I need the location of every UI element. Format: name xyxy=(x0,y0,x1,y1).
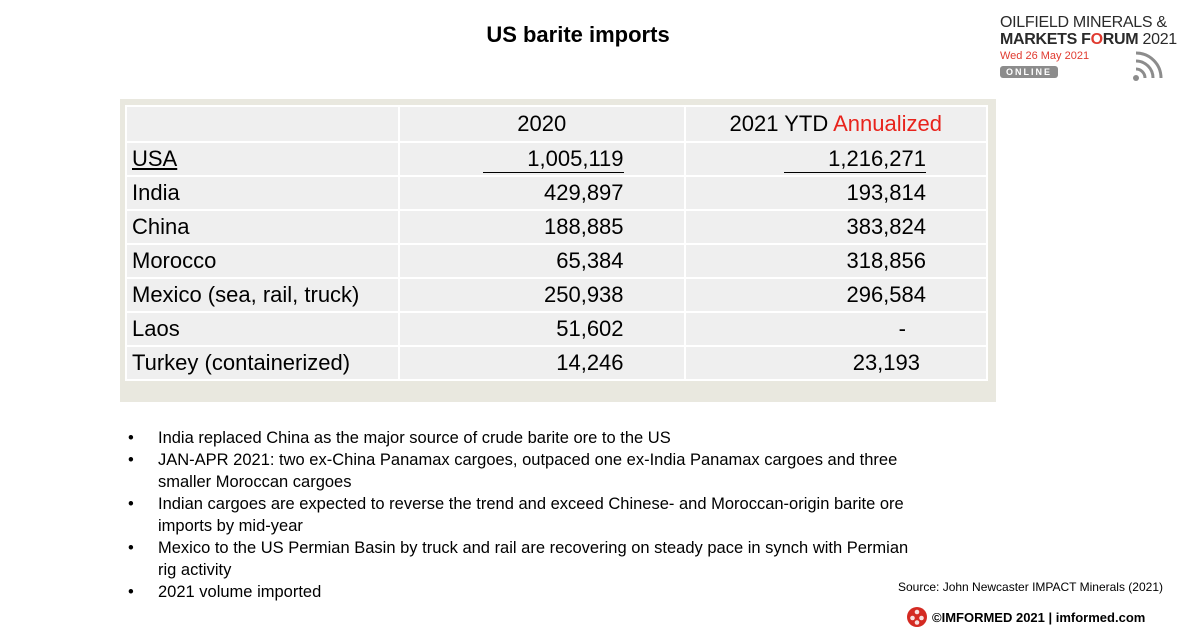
signal-icon xyxy=(1133,51,1163,81)
country-cell: Morocco xyxy=(125,243,400,279)
source-citation: Source: John Newcaster IMPACT Minerals (… xyxy=(898,580,1163,594)
value-2021-cell: 23,193 xyxy=(683,345,989,381)
imports-table-frame: 2020 2021 YTD Annualized USA 1,005,119 1… xyxy=(120,99,996,402)
value-2020-cell: 65,384 xyxy=(397,243,686,279)
list-item: • Indian cargoes are expected to reverse … xyxy=(128,495,904,535)
value-2021-cell: 193,814 xyxy=(683,175,989,211)
logo-line-2: MARKETS FORUM 2021 xyxy=(1000,31,1177,48)
table-row: India 429,897 193,814 xyxy=(125,175,989,211)
table-row: Morocco 65,384 318,856 xyxy=(125,243,989,279)
imformed-logo-icon xyxy=(907,607,927,627)
list-item: • India replaced China as the major sourc… xyxy=(128,429,671,447)
bullet-icon: • xyxy=(128,539,134,557)
forum-logo: OILFIELD MINERALS & MARKETS FORUM 2021 W… xyxy=(1000,14,1180,86)
footer: ©IMFORMED 2021 | imformed.com xyxy=(906,606,1145,628)
value-2020-cell: 250,938 xyxy=(397,277,686,313)
value-2020-cell: 1,005,119 xyxy=(397,141,686,177)
table-row: Laos 51,602 - xyxy=(125,311,989,347)
value-2020-cell: 51,602 xyxy=(397,311,686,347)
country-cell: Mexico (sea, rail, truck) xyxy=(125,277,400,313)
value-2021-cell: 383,824 xyxy=(683,209,989,245)
country-cell: China xyxy=(125,209,400,245)
header-cell-2020: 2020 xyxy=(397,105,686,143)
bullet-icon: • xyxy=(128,451,134,469)
value-2020-cell: 429,897 xyxy=(397,175,686,211)
annualized-label: Annualized xyxy=(833,111,942,136)
table-header-row: 2020 2021 YTD Annualized xyxy=(125,105,989,143)
country-cell: India xyxy=(125,175,400,211)
notes-list: • India replaced China as the major sourc… xyxy=(128,427,928,603)
list-item: • JAN-APR 2021: two ex-China Panamax carg… xyxy=(128,451,898,491)
value-2021-cell: 296,584 xyxy=(683,277,989,313)
bullet-icon: • xyxy=(128,429,134,447)
value-2021-cell: 1,216,271 xyxy=(683,141,989,177)
header-cell-2021: 2021 YTD Annualized xyxy=(683,105,989,143)
table-row: USA 1,005,119 1,216,271 xyxy=(125,141,989,177)
value-2021-cell: 318,856 xyxy=(683,243,989,279)
table-row: Turkey (containerized) 14,246 23,193 xyxy=(125,345,989,381)
logo-date: Wed 26 May 2021 xyxy=(1000,50,1090,62)
bullet-icon: • xyxy=(128,495,134,513)
value-2020-cell: 188,885 xyxy=(397,209,686,245)
footer-text: ©IMFORMED 2021 | imformed.com xyxy=(932,609,1146,625)
bullet-icon: • xyxy=(128,583,134,601)
country-cell: Laos xyxy=(125,311,400,347)
logo-line-1: OILFIELD MINERALS & xyxy=(1000,14,1167,31)
slide-title: US barite imports xyxy=(486,22,670,47)
value-2020-cell: 14,246 xyxy=(397,345,686,381)
table-row: Mexico (sea, rail, truck) 250,938 296,58… xyxy=(125,277,989,313)
value-2021-cell: - xyxy=(683,311,989,347)
header-cell-empty xyxy=(125,105,400,143)
imports-table: 2020 2021 YTD Annualized USA 1,005,119 1… xyxy=(125,105,989,381)
country-cell: Turkey (containerized) xyxy=(125,345,400,381)
table-row: China 188,885 383,824 xyxy=(125,209,989,245)
list-item: • 2021 volume imported xyxy=(128,583,322,601)
country-cell: USA xyxy=(125,141,400,177)
list-item: • Mexico to the US Permian Basin by truck… xyxy=(128,539,909,579)
online-badge: ONLINE xyxy=(1000,66,1059,78)
